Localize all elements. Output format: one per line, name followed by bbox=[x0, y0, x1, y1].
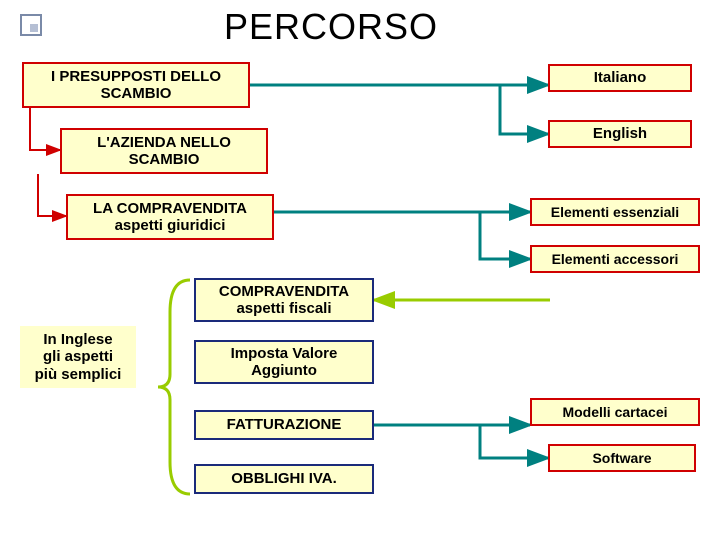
box-label: Elementi essenziali bbox=[551, 204, 679, 220]
box-label: L'AZIENDA NELLOSCAMBIO bbox=[97, 134, 231, 169]
box-azienda: L'AZIENDA NELLOSCAMBIO bbox=[60, 128, 268, 174]
box-presupposti: I PRESUPPOSTI DELLOSCAMBIO bbox=[22, 62, 250, 108]
box-label: Imposta ValoreAggiunto bbox=[231, 345, 338, 380]
box-elementi-essenziali: Elementi essenziali bbox=[530, 198, 700, 226]
box-elementi-accessori: Elementi accessori bbox=[530, 245, 700, 273]
box-label: I PRESUPPOSTI DELLOSCAMBIO bbox=[51, 68, 221, 103]
box-label: Italiano bbox=[594, 69, 647, 86]
box-label: LA COMPRAVENDITAaspetti giuridici bbox=[93, 200, 247, 235]
box-obblighi-iva: OBBLIGHI IVA. bbox=[194, 464, 374, 494]
box-label: Elementi accessori bbox=[552, 251, 679, 267]
box-software: Software bbox=[548, 444, 696, 472]
box-label: OBBLIGHI IVA. bbox=[231, 470, 337, 487]
box-imposta-valore-aggiunto: Imposta ValoreAggiunto bbox=[194, 340, 374, 384]
box-fatturazione: FATTURAZIONE bbox=[194, 410, 374, 440]
box-english: English bbox=[548, 120, 692, 148]
slide: PERCORSO I PRESUPPOSTI DELLOSCAMBIO L'AZ… bbox=[0, 0, 720, 540]
box-compravendita-giuridici: LA COMPRAVENDITAaspetti giuridici bbox=[66, 194, 274, 240]
box-label: English bbox=[593, 125, 647, 142]
box-modelli-cartacei: Modelli cartacei bbox=[530, 398, 700, 426]
box-label: In Inglesegli aspettipiù semplici bbox=[35, 331, 122, 383]
box-compravendita-fiscali: COMPRAVENDITAaspetti fiscali bbox=[194, 278, 374, 322]
box-label: Software bbox=[592, 450, 651, 466]
box-label: COMPRAVENDITAaspetti fiscali bbox=[219, 283, 349, 318]
box-italiano: Italiano bbox=[548, 64, 692, 92]
box-label: FATTURAZIONE bbox=[227, 416, 342, 433]
box-in-inglese: In Inglesegli aspettipiù semplici bbox=[20, 326, 136, 388]
box-label: Modelli cartacei bbox=[562, 404, 667, 420]
